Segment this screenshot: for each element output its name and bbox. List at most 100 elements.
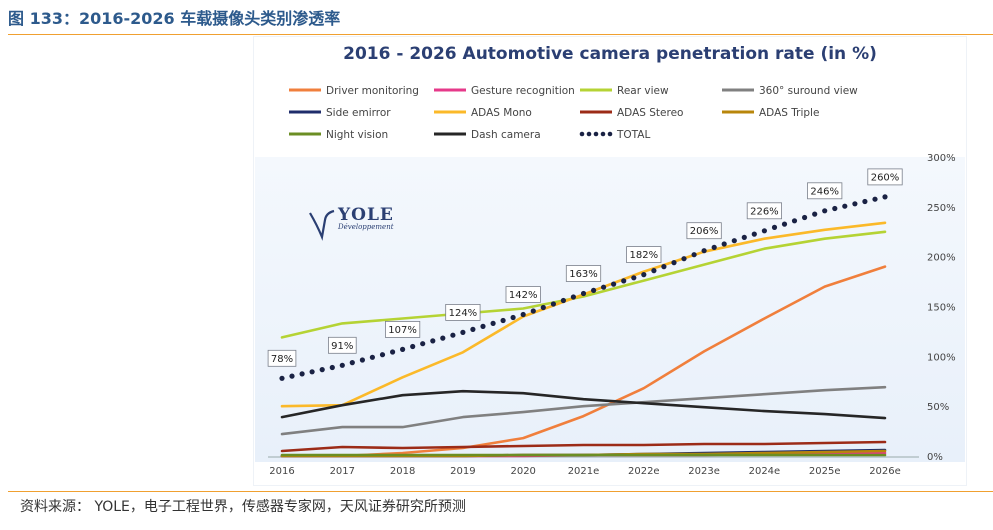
total-label-text: 246% bbox=[810, 186, 839, 197]
total-dot bbox=[500, 317, 506, 324]
legend-label: Driver monitoring bbox=[326, 85, 419, 97]
total-dot bbox=[299, 371, 305, 377]
y-tick-label: 100% bbox=[927, 352, 956, 363]
legend-label: 360° suround view bbox=[759, 85, 858, 97]
legend-label: Rear view bbox=[617, 85, 669, 97]
logo-name: YOLE bbox=[337, 205, 394, 225]
total-dot bbox=[621, 278, 627, 284]
x-tick-label: 2024e bbox=[749, 466, 781, 477]
total-label-box bbox=[505, 286, 541, 303]
total-label-box bbox=[565, 265, 602, 282]
total-dot bbox=[701, 248, 707, 254]
x-tick-label: 2026e bbox=[869, 466, 901, 477]
legend-item-night-vision: Night vision bbox=[289, 129, 388, 141]
legend-item-side-emirror: Side emirror bbox=[289, 107, 391, 119]
total-label-box bbox=[384, 320, 421, 338]
total-dot bbox=[420, 341, 426, 347]
legend-item-adas-triple: ADAS Triple bbox=[722, 107, 819, 119]
source-note: 资料来源： YOLE，电子工程世界，传感器专家网，天风证券研究所预测 bbox=[20, 499, 466, 515]
total-dot bbox=[591, 287, 597, 293]
total-dot bbox=[560, 297, 566, 304]
legend-label: TOTAL bbox=[616, 129, 650, 141]
top-divider bbox=[8, 34, 993, 35]
total-label: 246% bbox=[807, 182, 843, 200]
total-dot bbox=[390, 349, 396, 355]
x-tick-label: 2025e bbox=[809, 466, 841, 477]
total-label-text: 107% bbox=[388, 325, 417, 336]
legend-label: Side emirror bbox=[326, 107, 391, 119]
total-label-text: 78% bbox=[271, 354, 293, 365]
legend-label: Dash camera bbox=[471, 129, 541, 141]
legend-item-adas-mono: ADAS Mono bbox=[434, 107, 532, 119]
x-tick-label: 2023e bbox=[688, 466, 720, 477]
legend-label: ADAS Stereo bbox=[617, 107, 683, 119]
total-dot bbox=[771, 224, 778, 230]
legend-item-dash-camera: Dash camera bbox=[434, 129, 541, 141]
x-tick-label: 2017 bbox=[330, 466, 355, 477]
total-dot bbox=[661, 264, 667, 270]
yole-logo-mark bbox=[309, 209, 335, 241]
total-label: 107% bbox=[384, 320, 421, 338]
yole-logo: YOLE Développement bbox=[309, 205, 394, 241]
legend-item-rear-view: Rear view bbox=[580, 85, 669, 97]
total-dot bbox=[862, 198, 868, 205]
total-dot bbox=[631, 275, 637, 281]
series-total bbox=[279, 194, 888, 381]
total-label: 78% bbox=[267, 349, 297, 367]
total-dot bbox=[651, 268, 657, 274]
total-dot bbox=[430, 338, 436, 344]
legend-swatch-dot bbox=[579, 131, 585, 137]
total-dot bbox=[520, 311, 526, 318]
total-label-box bbox=[267, 349, 297, 367]
y-tick-label: 150% bbox=[927, 303, 956, 314]
total-dot bbox=[470, 326, 476, 332]
figure-caption: 图 133：2016-2026 车载摄像头类别渗透率 bbox=[8, 9, 341, 28]
total-dot bbox=[510, 314, 516, 321]
x-tick-label: 2016 bbox=[269, 466, 294, 477]
total-dot bbox=[580, 290, 587, 297]
legend-item-360-suround-view: 360° suround view bbox=[722, 85, 858, 97]
total-label-box bbox=[807, 182, 843, 200]
legend-swatch-dot bbox=[600, 131, 606, 137]
total-label-text: 142% bbox=[509, 290, 538, 301]
total-dot bbox=[691, 252, 697, 258]
total-dot bbox=[460, 329, 466, 335]
total-label-text: 206% bbox=[690, 226, 719, 237]
total-dot bbox=[400, 346, 406, 352]
total-dot bbox=[359, 357, 365, 363]
total-dot bbox=[832, 205, 838, 212]
total-label: 182% bbox=[626, 246, 662, 264]
total-label-text: 182% bbox=[630, 250, 659, 261]
x-tick-label: 2022e bbox=[628, 466, 660, 477]
total-label: 124% bbox=[445, 303, 481, 321]
total-dot bbox=[540, 304, 546, 311]
total-dot bbox=[741, 234, 747, 240]
x-tick-label: 2020 bbox=[510, 466, 535, 477]
y-tick-label: 250% bbox=[927, 203, 956, 214]
total-dot bbox=[751, 231, 757, 237]
series-dash-camera bbox=[280, 389, 887, 420]
total-dot bbox=[349, 360, 355, 366]
total-dot bbox=[872, 196, 878, 202]
total-dot bbox=[731, 238, 737, 244]
total-label: 91% bbox=[328, 336, 357, 354]
total-label-box bbox=[445, 303, 481, 321]
total-dot bbox=[781, 221, 788, 227]
total-dot bbox=[570, 294, 576, 300]
total-dot bbox=[721, 241, 727, 247]
series-rear-view bbox=[280, 230, 887, 339]
total-dot bbox=[319, 367, 325, 373]
legend-label: Night vision bbox=[326, 129, 388, 141]
y-tick-label: 200% bbox=[927, 253, 956, 264]
total-dot bbox=[711, 244, 717, 250]
total-label-box bbox=[686, 222, 722, 240]
total-label-text: 163% bbox=[569, 269, 598, 280]
legend-swatch-dot bbox=[586, 131, 592, 137]
chart-panel: 2016 - 2026 Automotive camera penetratio… bbox=[253, 36, 967, 486]
total-label-text: 91% bbox=[331, 341, 353, 352]
total-data-labels: 78% 91% 107% 124% 142% 163% 182% 206% 226% 246% 26… bbox=[267, 168, 903, 367]
legend-label: ADAS Mono bbox=[471, 107, 532, 119]
y-tick-label: 300% bbox=[927, 153, 956, 164]
penetration-line-chart: 2016 - 2026 Automotive camera penetratio… bbox=[255, 44, 965, 477]
x-tick-label: 2019 bbox=[450, 466, 475, 477]
